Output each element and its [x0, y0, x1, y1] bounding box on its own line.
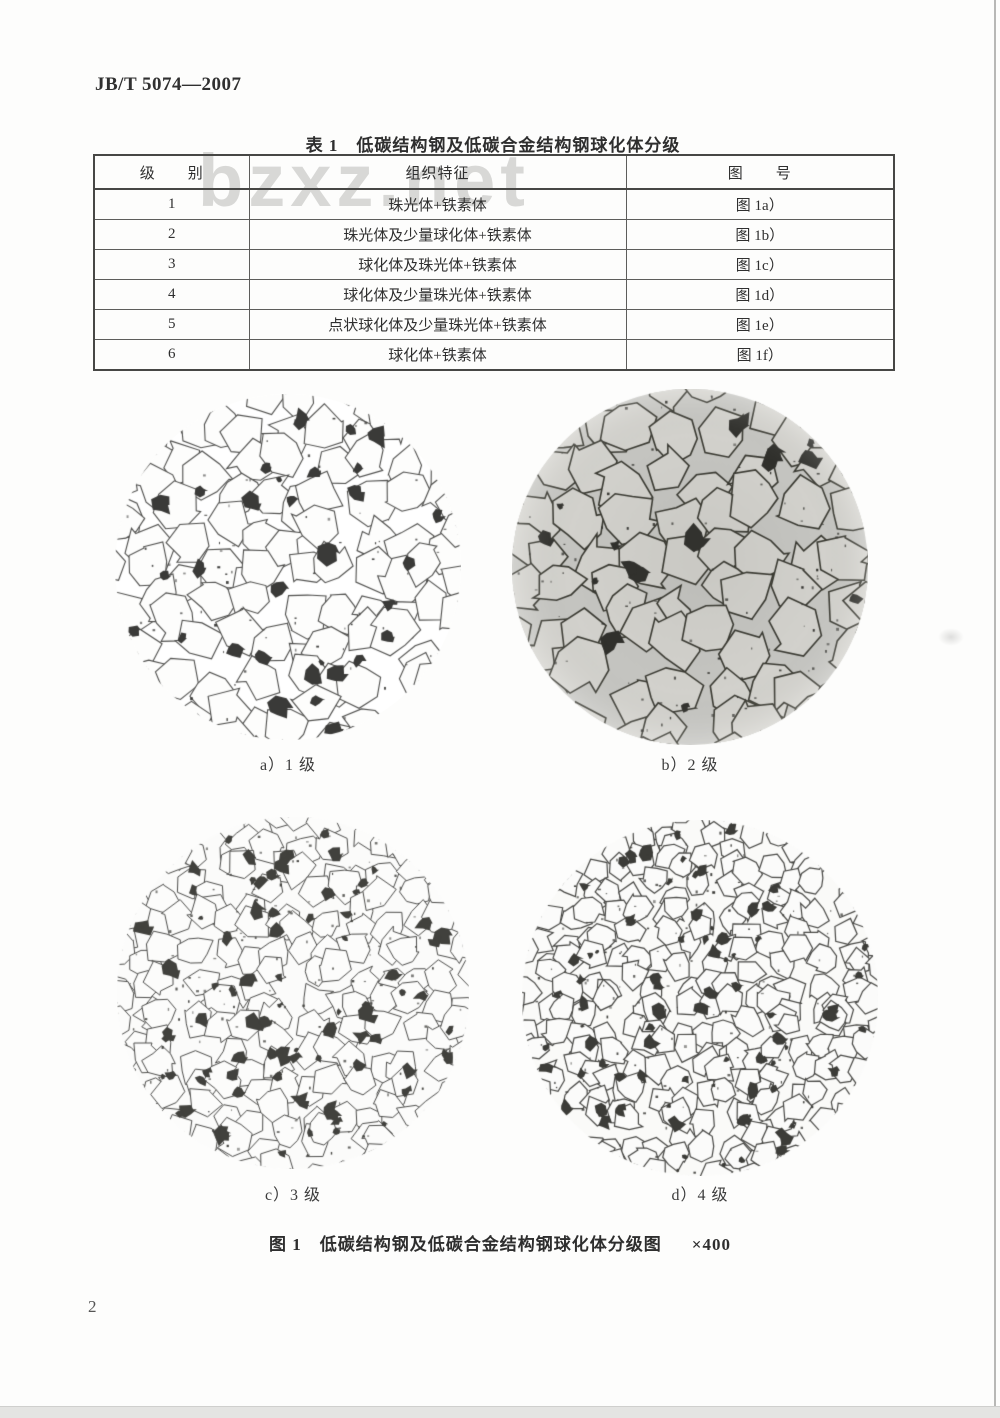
feature-cell: 珠光体及少量球化体+铁素体	[248, 219, 627, 250]
figure-caption: 图 1 低碳结构钢及低碳合金结构钢球化体分级图 ×400	[0, 1230, 1000, 1255]
table-row: 3 球化体及珠光体+铁素体 图 1c）	[93, 249, 895, 280]
micrograph-grade3	[117, 817, 469, 1169]
micrograph-caption-d: d）4 级	[671, 1187, 729, 1204]
feature-cell: 球化体及少量珠光体+铁素体	[248, 279, 627, 310]
grade-cell: 2	[93, 219, 250, 250]
micrograph-grade4	[522, 820, 878, 1176]
micrograph-caption-c: c）3 级	[264, 1187, 322, 1204]
grade-cell: 5	[93, 309, 250, 340]
standard-number: JB/T 5074—2007	[95, 74, 242, 95]
table-header-row: 级 别 组织特征 图 号	[93, 154, 895, 190]
col-header-grade: 级 别	[93, 154, 250, 190]
page-edge-right	[994, 0, 996, 1412]
figure-ref-cell: 图 1e）	[625, 309, 895, 340]
col-header-figure: 图 号	[625, 154, 895, 190]
micrograph-grade2	[512, 389, 868, 745]
table-row: 1 珠光体+铁素体 图 1a）	[93, 188, 895, 220]
feature-cell: 珠光体+铁素体	[248, 188, 627, 220]
page-edge-bottom	[0, 1406, 1000, 1418]
grade-cell: 6	[93, 339, 250, 371]
figure-ref-cell: 图 1d）	[625, 279, 895, 310]
micrograph-caption-b: b）2 级	[661, 757, 719, 774]
figure-ref-cell: 图 1a）	[625, 188, 895, 220]
figure-ref-cell: 图 1b）	[625, 219, 895, 250]
grade-table: 级 别 组织特征 图 号 1 珠光体+铁素体 图 1a） 2 珠光体及少量球化体…	[93, 154, 895, 371]
micrograph-caption-a: a）1 级	[259, 757, 317, 774]
table-row: 6 球化体+铁素体 图 1f）	[93, 339, 895, 371]
col-header-feature: 组织特征	[248, 154, 627, 190]
table-title: 表 1 低碳结构钢及低碳合金结构钢球化体分级	[305, 136, 681, 155]
table-row: 4 球化体及少量珠光体+铁素体 图 1d）	[93, 279, 895, 310]
smudge-mark	[938, 628, 964, 646]
feature-cell: 球化体及珠光体+铁素体	[248, 249, 627, 280]
figure-ref-cell: 图 1c）	[625, 249, 895, 280]
page-number: 2	[88, 1297, 97, 1316]
table-row: 5 点状球化体及少量珠光体+铁素体 图 1e）	[93, 309, 895, 340]
feature-cell: 点状球化体及少量珠光体+铁素体	[248, 309, 627, 340]
feature-cell: 球化体+铁素体	[248, 339, 627, 371]
grade-cell: 4	[93, 279, 250, 310]
table-row: 2 珠光体及少量球化体+铁素体 图 1b）	[93, 219, 895, 250]
figure-magnification: ×400	[691, 1235, 731, 1254]
figure-caption-text: 图 1 低碳结构钢及低碳合金结构钢球化体分级图	[269, 1235, 662, 1254]
figure-ref-cell: 图 1f）	[625, 339, 895, 371]
grade-cell: 1	[93, 188, 250, 220]
micrograph-grade1	[115, 394, 461, 740]
grade-cell: 3	[93, 249, 250, 280]
